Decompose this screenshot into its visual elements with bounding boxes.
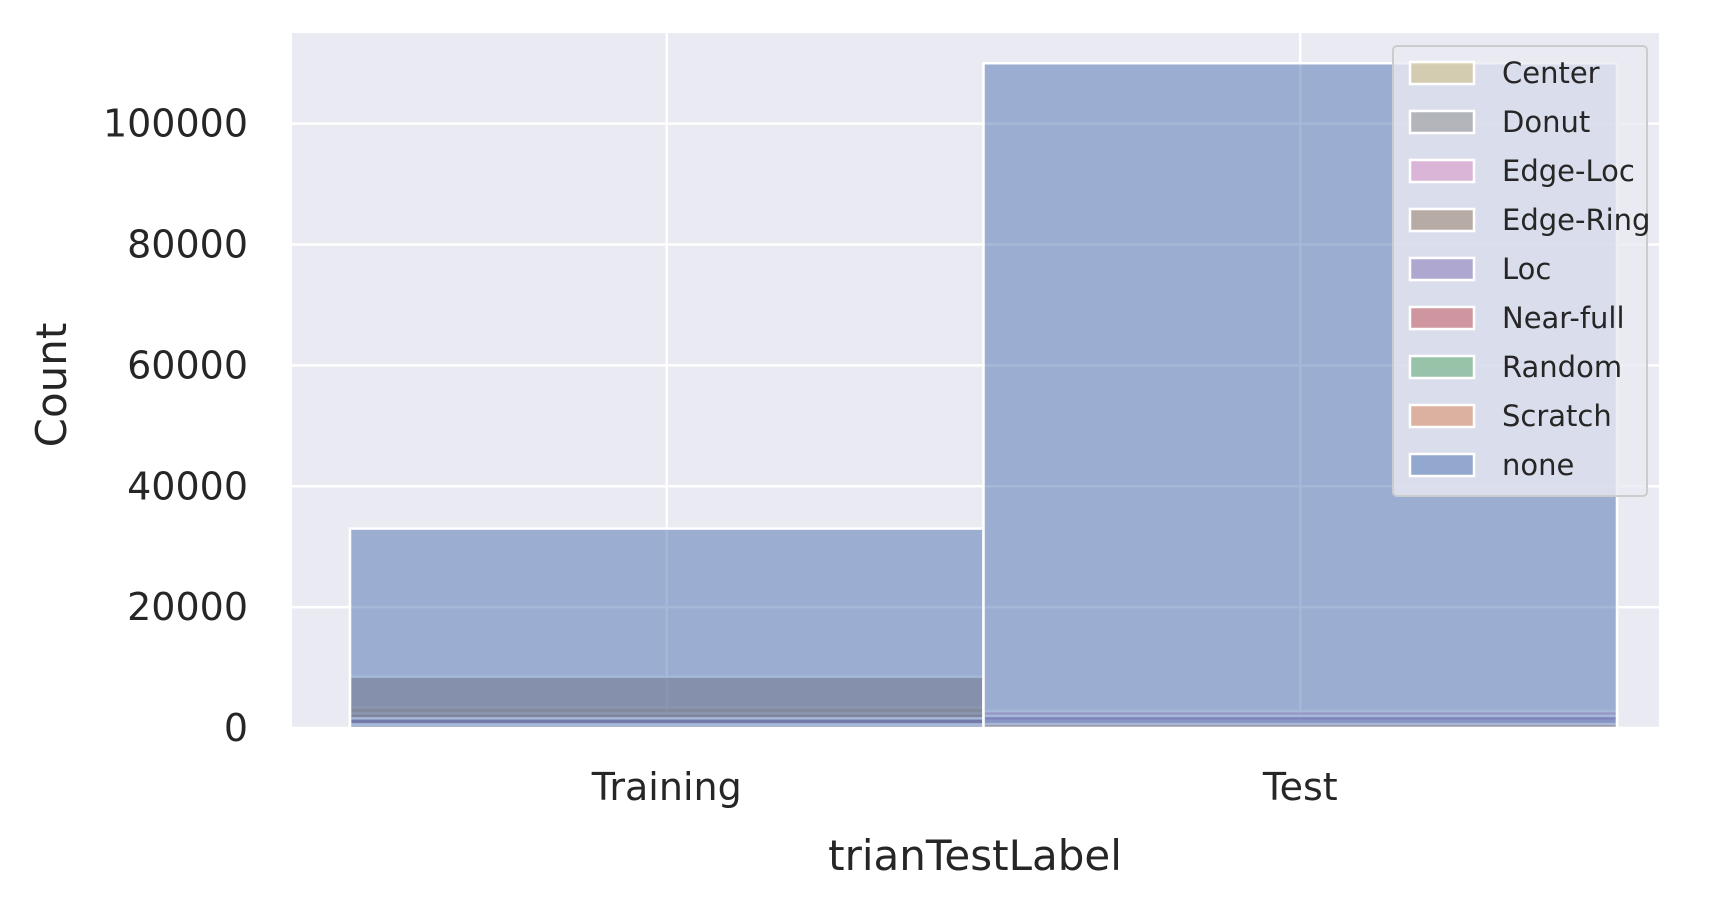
y-tick-label: 0 <box>224 706 248 750</box>
y-ticks: 0 20000 40000 60000 80000 100000 <box>103 102 248 750</box>
y-axis-label: Count <box>27 323 76 448</box>
legend-swatch <box>1410 160 1474 182</box>
legend-swatch <box>1410 62 1474 84</box>
y-tick-label: 100000 <box>103 102 248 146</box>
y-tick-label: 20000 <box>127 585 248 629</box>
legend-swatch <box>1410 111 1474 133</box>
x-tick-label: Training <box>591 765 742 809</box>
legend-label: Scratch <box>1502 399 1612 433</box>
bar-none-training <box>350 529 984 728</box>
y-tick-label: 60000 <box>127 343 248 387</box>
x-ticks: Training Test <box>591 765 1338 809</box>
x-axis-label: trianTestLabel <box>828 831 1122 880</box>
legend-label: Loc <box>1502 252 1551 286</box>
x-tick-label: Test <box>1262 765 1338 809</box>
legend-label: Random <box>1502 350 1622 384</box>
legend-swatch <box>1410 405 1474 427</box>
legend-label: Donut <box>1502 105 1590 139</box>
legend-label: Near-full <box>1502 301 1625 335</box>
legend-label: Edge-Loc <box>1502 154 1635 188</box>
y-tick-label: 40000 <box>127 464 248 508</box>
legend-swatch <box>1410 209 1474 231</box>
legend-swatch <box>1410 454 1474 476</box>
legend: Center Donut Edge-Loc Edge-Ring Loc Near-full… <box>1393 46 1650 496</box>
legend-swatch <box>1410 258 1474 280</box>
legend-swatch <box>1410 356 1474 378</box>
legend-label: none <box>1502 448 1574 482</box>
legend-label: Center <box>1502 56 1600 90</box>
legend-label: Edge-Ring <box>1502 203 1650 237</box>
legend-swatch <box>1410 307 1474 329</box>
y-tick-label: 80000 <box>127 223 248 267</box>
